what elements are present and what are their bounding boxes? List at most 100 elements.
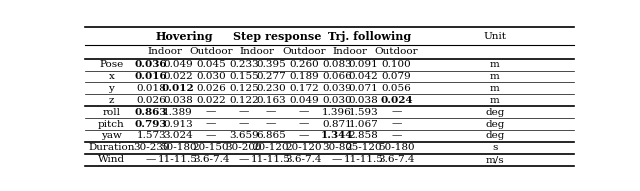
Text: 0.233: 0.233 bbox=[229, 60, 259, 69]
Text: 3.6-7.4: 3.6-7.4 bbox=[193, 155, 229, 164]
Text: deg: deg bbox=[485, 131, 504, 140]
Text: 11-11.5: 11-11.5 bbox=[344, 155, 383, 164]
Text: yaw: yaw bbox=[101, 131, 122, 140]
Text: —: — bbox=[266, 108, 276, 117]
Text: Outdoor: Outdoor bbox=[282, 47, 326, 56]
Text: Duration: Duration bbox=[88, 143, 134, 152]
Text: 6.865: 6.865 bbox=[256, 131, 285, 140]
Text: pitch: pitch bbox=[98, 120, 125, 129]
Text: Wind: Wind bbox=[98, 155, 125, 164]
Text: 0.030: 0.030 bbox=[322, 96, 352, 105]
Text: Trj. following: Trj. following bbox=[328, 31, 412, 42]
Text: 0.871: 0.871 bbox=[322, 120, 352, 129]
Text: Step response: Step response bbox=[233, 31, 321, 42]
Text: 0.189: 0.189 bbox=[289, 72, 319, 81]
Text: m: m bbox=[490, 60, 500, 69]
Text: 1.389: 1.389 bbox=[163, 108, 193, 117]
Text: m/s: m/s bbox=[486, 155, 504, 164]
Text: 0.091: 0.091 bbox=[349, 60, 378, 69]
Text: 0.056: 0.056 bbox=[382, 84, 412, 93]
Text: 0.913: 0.913 bbox=[163, 120, 193, 129]
Text: roll: roll bbox=[102, 108, 120, 117]
Text: Unit: Unit bbox=[483, 32, 506, 41]
Text: 20-120: 20-120 bbox=[285, 143, 322, 152]
Text: 2.858: 2.858 bbox=[349, 131, 378, 140]
Text: 11-11.5: 11-11.5 bbox=[251, 155, 291, 164]
Text: —: — bbox=[392, 108, 402, 117]
Text: m: m bbox=[490, 96, 500, 105]
Text: Indoor: Indoor bbox=[240, 47, 275, 56]
Text: m: m bbox=[490, 72, 500, 81]
Text: Hovering: Hovering bbox=[156, 31, 213, 42]
Text: —: — bbox=[299, 120, 309, 129]
Text: 0.066: 0.066 bbox=[322, 72, 352, 81]
Text: deg: deg bbox=[485, 120, 504, 129]
Text: 1.067: 1.067 bbox=[349, 120, 378, 129]
Text: 0.049: 0.049 bbox=[289, 96, 319, 105]
Text: —: — bbox=[239, 155, 249, 164]
Text: m: m bbox=[490, 84, 500, 93]
Text: 0.038: 0.038 bbox=[163, 96, 193, 105]
Text: —: — bbox=[392, 131, 402, 140]
Text: 0.230: 0.230 bbox=[256, 84, 285, 93]
Text: —: — bbox=[239, 108, 249, 117]
Text: 3.6-7.4: 3.6-7.4 bbox=[378, 155, 415, 164]
Text: 3.024: 3.024 bbox=[163, 131, 193, 140]
Text: 3.6-7.4: 3.6-7.4 bbox=[285, 155, 322, 164]
Text: 50-180: 50-180 bbox=[378, 143, 415, 152]
Text: 0.022: 0.022 bbox=[196, 96, 226, 105]
Text: 0.038: 0.038 bbox=[349, 96, 378, 105]
Text: 0.163: 0.163 bbox=[256, 96, 285, 105]
Text: 0.018: 0.018 bbox=[136, 84, 166, 93]
Text: 0.042: 0.042 bbox=[349, 72, 378, 81]
Text: 0.122: 0.122 bbox=[229, 96, 259, 105]
Text: —: — bbox=[266, 120, 276, 129]
Text: Indoor: Indoor bbox=[147, 47, 182, 56]
Text: 0.030: 0.030 bbox=[196, 72, 226, 81]
Text: 0.024: 0.024 bbox=[380, 96, 413, 105]
Text: 0.125: 0.125 bbox=[229, 84, 259, 93]
Text: x: x bbox=[108, 72, 115, 81]
Text: Outdoor: Outdoor bbox=[375, 47, 419, 56]
Text: 30-80: 30-80 bbox=[322, 143, 352, 152]
Text: 0.100: 0.100 bbox=[382, 60, 412, 69]
Text: 50-180: 50-180 bbox=[160, 143, 196, 152]
Text: s: s bbox=[492, 143, 497, 152]
Text: 0.022: 0.022 bbox=[163, 72, 193, 81]
Text: 30-230: 30-230 bbox=[133, 143, 170, 152]
Text: —: — bbox=[392, 120, 402, 129]
Text: 0.155: 0.155 bbox=[229, 72, 259, 81]
Text: 0.026: 0.026 bbox=[196, 84, 226, 93]
Text: Outdoor: Outdoor bbox=[189, 47, 233, 56]
Text: 0.045: 0.045 bbox=[196, 60, 226, 69]
Text: 1.396: 1.396 bbox=[322, 108, 352, 117]
Text: 20-120: 20-120 bbox=[253, 143, 289, 152]
Text: 25-120: 25-120 bbox=[346, 143, 382, 152]
Text: 0.036: 0.036 bbox=[135, 60, 168, 69]
Text: 0.172: 0.172 bbox=[289, 84, 319, 93]
Text: 1.344: 1.344 bbox=[321, 131, 353, 140]
Text: 1.593: 1.593 bbox=[349, 108, 378, 117]
Text: —: — bbox=[299, 131, 309, 140]
Text: 0.071: 0.071 bbox=[349, 84, 378, 93]
Text: 0.260: 0.260 bbox=[289, 60, 319, 69]
Text: 30-200: 30-200 bbox=[226, 143, 262, 152]
Text: 20-150: 20-150 bbox=[193, 143, 229, 152]
Text: deg: deg bbox=[485, 108, 504, 117]
Text: —: — bbox=[299, 108, 309, 117]
Text: 0.277: 0.277 bbox=[256, 72, 285, 81]
Text: 1.573: 1.573 bbox=[136, 131, 166, 140]
Text: 0.049: 0.049 bbox=[163, 60, 193, 69]
Text: 0.083: 0.083 bbox=[322, 60, 352, 69]
Text: 3.659: 3.659 bbox=[229, 131, 259, 140]
Text: —: — bbox=[206, 120, 216, 129]
Text: y: y bbox=[108, 84, 115, 93]
Text: z: z bbox=[109, 96, 114, 105]
Text: —: — bbox=[206, 108, 216, 117]
Text: 0.016: 0.016 bbox=[135, 72, 168, 81]
Text: 0.863: 0.863 bbox=[135, 108, 168, 117]
Text: 0.026: 0.026 bbox=[136, 96, 166, 105]
Text: 11-11.5: 11-11.5 bbox=[158, 155, 198, 164]
Text: Pose: Pose bbox=[99, 60, 124, 69]
Text: 0.395: 0.395 bbox=[256, 60, 285, 69]
